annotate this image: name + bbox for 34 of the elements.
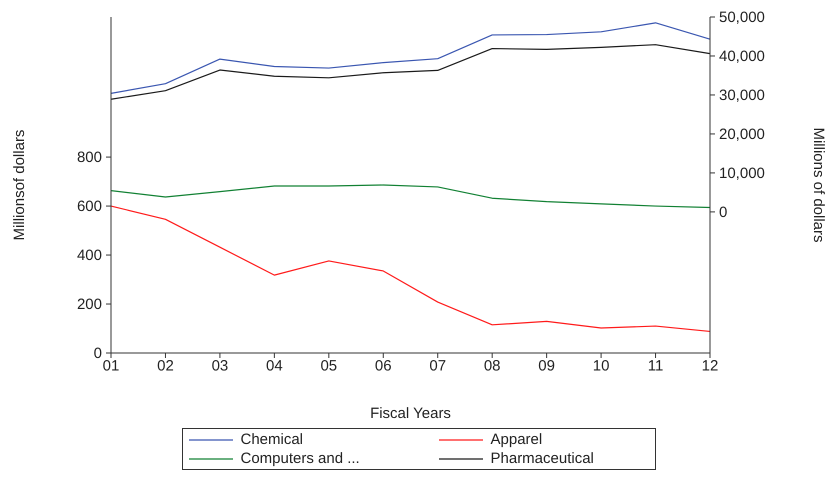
legend-label: Chemical (240, 431, 304, 448)
x-tick-label: 01 (102, 358, 120, 375)
x-tick-label: 10 (592, 358, 610, 375)
line-series (110, 205, 711, 332)
x-tick-label: 05 (320, 358, 338, 375)
line-series (110, 22, 711, 94)
x-tick-label: 12 (702, 358, 718, 375)
y-tick-label: 600 (76, 198, 102, 216)
y-tick-label: 0 (94, 345, 102, 362)
x-tick-label: 06 (374, 358, 392, 375)
x-tick-label: 08 (484, 358, 501, 375)
y2-tick-label: 50,000 (719, 9, 765, 26)
x-axis-title: Fiscal Years (370, 405, 451, 422)
y2-tick-label: 30,000 (719, 86, 765, 104)
x-tick-label: 04 (266, 358, 283, 375)
legend-label: Computers and ... (240, 450, 360, 467)
line-series (110, 184, 711, 208)
y-tick-label: 200 (76, 296, 102, 314)
x-tick-label: 03 (212, 358, 228, 375)
y-tick-label: 800 (76, 149, 102, 166)
y-axis-title: Millionsof dollars (10, 130, 28, 240)
y2-axis-title: Millions of dollars (810, 127, 828, 243)
x-tick-label: 07 (429, 358, 446, 375)
y2-tick-label: 40,000 (719, 48, 765, 65)
line-series (110, 44, 711, 100)
y2-tick-label: 10,000 (719, 164, 765, 182)
legend-label: Pharmaceutical (490, 450, 594, 467)
legend-label: Apparel (490, 431, 542, 448)
y-tick-label: 400 (76, 247, 102, 264)
x-tick-label: 11 (648, 358, 664, 375)
y2-tick-label: 20,000 (719, 126, 765, 143)
y2-tick-label: 0 (719, 204, 728, 221)
x-tick-label: 02 (157, 358, 174, 375)
x-tick-label: 09 (538, 358, 555, 375)
